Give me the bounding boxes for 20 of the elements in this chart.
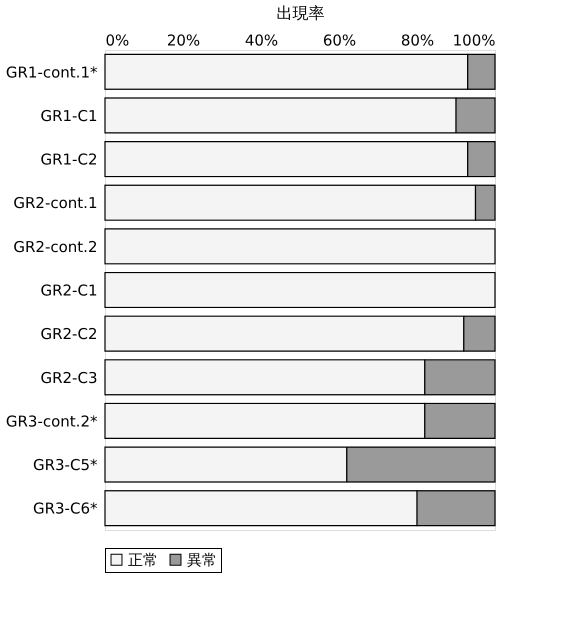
y-tick-label: GR1-C2 <box>40 150 98 169</box>
x-tick-label: 0% <box>106 32 130 50</box>
x-tick-label: 20% <box>166 32 200 50</box>
x-tick-label: 100% <box>452 32 496 50</box>
y-tick-label: GR1-cont.1* <box>6 63 98 82</box>
x-tick-label: 80% <box>400 32 434 50</box>
x-tick-label: 60% <box>322 32 356 50</box>
y-tick-label: GR2-C3 <box>40 368 98 387</box>
legend-label: 正常 <box>128 550 158 569</box>
x-axis-title: 出現率 <box>276 4 324 22</box>
y-tick-label: GR2-C1 <box>40 282 98 300</box>
y-tick-label: GR2-cont.2 <box>13 238 98 256</box>
y-tick-label: GR2-cont.1 <box>13 194 98 212</box>
legend-label: 異常 <box>187 550 217 569</box>
y-tick-label: GR1-C1 <box>40 106 98 125</box>
y-tick-label: GR3-cont.2* <box>6 412 98 430</box>
y-tick-label: GR3-C6* <box>32 500 98 518</box>
y-tick-label: GR2-C2 <box>40 325 98 344</box>
y-tick-label: GR3-C5* <box>32 456 98 474</box>
x-tick-label: 40% <box>244 32 278 50</box>
